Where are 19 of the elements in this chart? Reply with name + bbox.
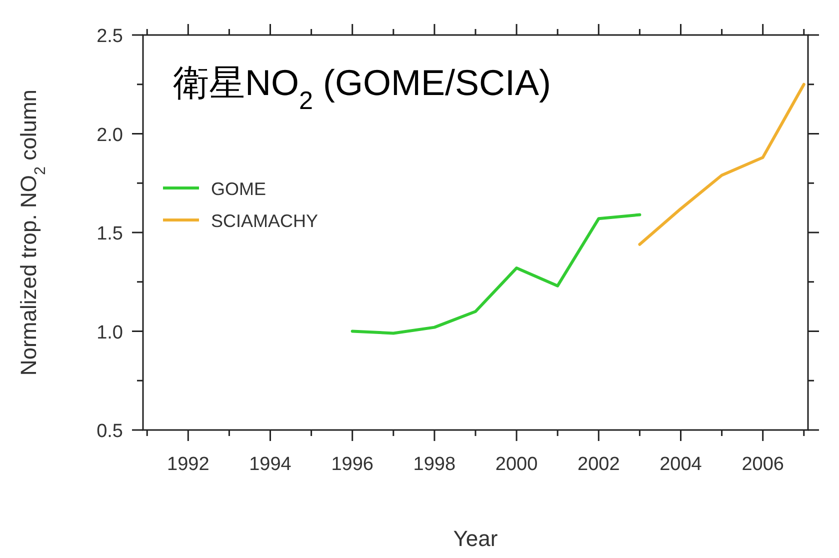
y-tick-label: 1.0 — [96, 322, 123, 344]
x-tick-label: 1994 — [249, 454, 292, 475]
x-tick-label: 2002 — [578, 454, 620, 475]
x-tick-label: 2006 — [742, 454, 784, 475]
legend-label: SCIAMACHY — [211, 211, 318, 231]
text: 衛星NO$_{2}$ (GOME/SCIA) — [173, 62, 552, 115]
legend-label: GOME — [211, 179, 266, 199]
x-tick-label: 1996 — [331, 454, 374, 475]
x-tick-label: 2000 — [495, 454, 538, 475]
y-tick-label: 2.5 — [96, 26, 123, 47]
x-axis-title: Year — [453, 526, 498, 551]
y-tick-label: 1.5 — [96, 224, 123, 244]
x-tick-label: 2004 — [660, 454, 702, 475]
line-series — [350, 213, 642, 335]
line-series — [638, 82, 806, 246]
x-tick-label: 1992 — [167, 454, 210, 475]
x-tick-label: 1998 — [413, 454, 456, 475]
y-tick-label: 2.0 — [96, 124, 123, 146]
y-tick-label: 0.5 — [96, 421, 123, 442]
